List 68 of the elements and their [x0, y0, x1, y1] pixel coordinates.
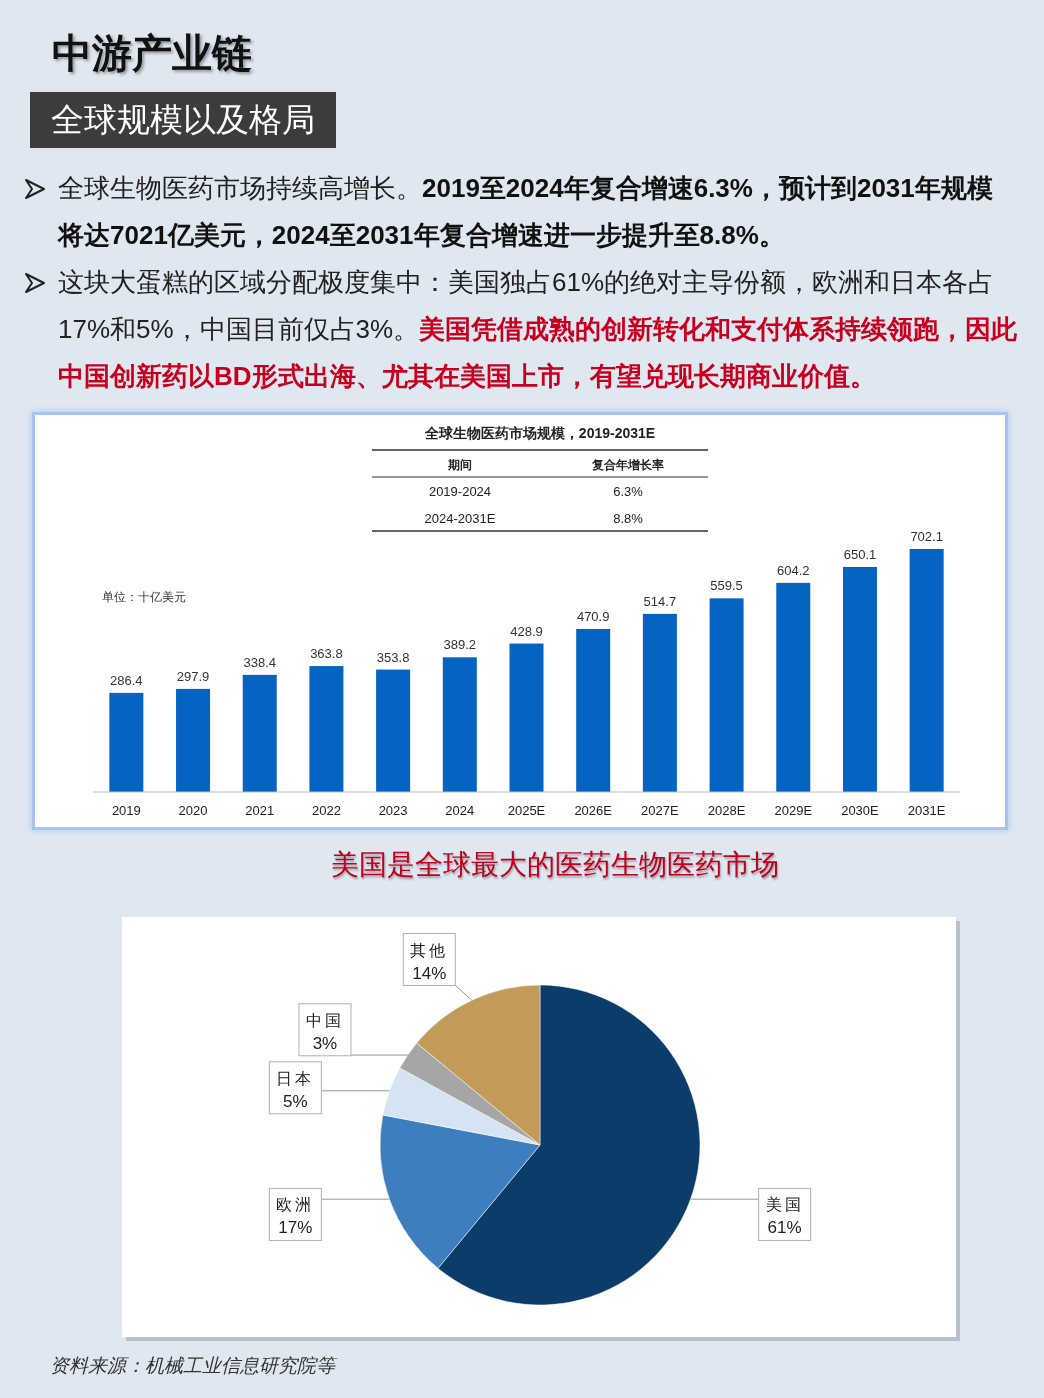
slice-label: 欧洲: [276, 1196, 315, 1214]
text: 期间: [447, 458, 472, 472]
x-tick-label: 2029E: [774, 803, 813, 818]
slice-label: 日本: [276, 1069, 315, 1087]
data-label: 17%: [278, 1218, 313, 1238]
data-label: 5%: [283, 1091, 308, 1111]
x-tick-label: 2020: [178, 803, 208, 818]
x-tick-label: 2025E: [507, 803, 546, 818]
x-tick-label: 2021: [245, 803, 275, 818]
data-label: 3%: [312, 1033, 338, 1053]
annotation: 单位：十亿美元: [102, 590, 186, 604]
text: 全球规模以及格局: [30, 92, 336, 148]
data-label: 338.4: [243, 654, 276, 670]
data-label: 363.8: [310, 646, 343, 662]
data-label: 389.2: [443, 637, 477, 653]
bar: [642, 613, 677, 792]
data-label: 702.1: [910, 529, 943, 544]
bar: [776, 582, 811, 792]
bar: [509, 643, 544, 792]
x-tick-label: 2019: [111, 803, 141, 818]
slice-label: 其他: [410, 941, 449, 959]
text: 这块大蛋糕的区域分配极度集中：美国独占61%的绝对主导份额，欧洲和日本各占: [58, 266, 995, 299]
x-tick-label: 2031E: [907, 803, 946, 818]
bar: [842, 567, 877, 792]
bar: [909, 549, 944, 792]
x-tick-label: 2030E: [841, 803, 880, 818]
text: 将达7021亿美元，2024至2031年复合增速进一步提升至8.8%。: [58, 219, 785, 252]
data-label: 353.8: [376, 649, 410, 665]
slice-label: 美国: [765, 1196, 804, 1214]
data-label: 428.9: [510, 623, 543, 639]
chart-title: 全球生物医药市场规模，2019-2031E: [423, 425, 656, 441]
text: 2024-2031E: [424, 511, 496, 526]
bar: [709, 598, 744, 792]
text: 资料来源：机械工业信息研究院等: [50, 1355, 338, 1376]
x-tick-label: 2022: [311, 803, 341, 818]
x-tick-label: 2028E: [707, 803, 746, 818]
bar: [109, 692, 144, 792]
text: 美国凭借成熟的创新转化和支付体系持续领跑，因此: [419, 313, 1018, 346]
data-label: 14%: [412, 963, 447, 983]
text: 17%和5%，中国目前仅占3%。: [58, 313, 420, 346]
x-tick-label: 2027E: [641, 803, 680, 818]
x-tick-label: 2024: [445, 803, 475, 818]
data-label: 559.5: [710, 578, 743, 594]
data-label: 514.7: [643, 593, 677, 609]
text: 8.8%: [613, 511, 644, 526]
x-tick-label: 2023: [378, 803, 408, 818]
text: 全球生物医药市场持续高增长。: [58, 172, 422, 205]
data-label: 297.9: [176, 668, 210, 684]
bar: [242, 674, 277, 792]
text: 2019-2024: [428, 484, 492, 499]
slice-label: 中国: [305, 1011, 344, 1029]
text: 中游产业链: [52, 30, 252, 77]
data-label: 61%: [767, 1218, 802, 1238]
text: 中国创新药以BD形式出海、尤其在美国上市，有望兑现长期商业价值。: [58, 360, 876, 393]
data-label: 470.9: [576, 609, 610, 625]
bar: [176, 688, 211, 792]
data-label: 650.1: [843, 547, 877, 562]
bar: [376, 669, 411, 792]
text: 6.3%: [613, 484, 644, 499]
text: 复合年增长率: [591, 458, 664, 472]
bar: [576, 629, 611, 792]
bar: [309, 666, 344, 792]
x-tick-label: 2026E: [574, 803, 613, 818]
text: 2019至2024年复合增速6.3%，预计到2031年规模: [422, 172, 993, 205]
chart-title: 美国是全球最大的医药生物医药市场: [331, 849, 779, 880]
data-label: 604.2: [777, 562, 810, 578]
data-label: 286.4: [110, 672, 143, 688]
bar: [442, 657, 477, 792]
